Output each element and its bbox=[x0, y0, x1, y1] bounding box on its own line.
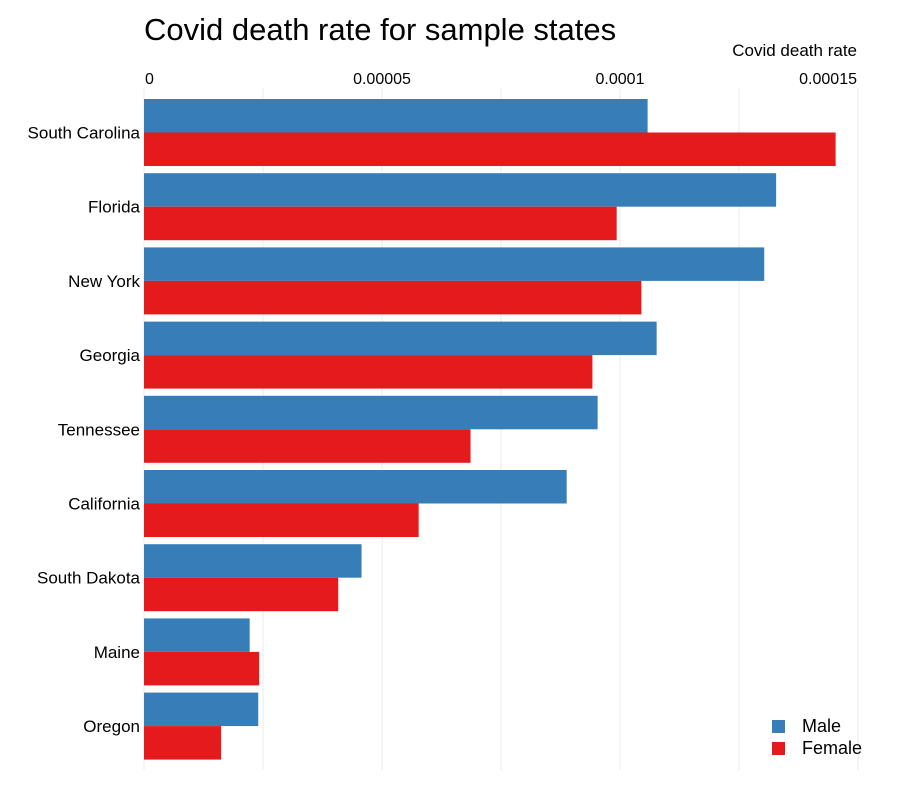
legend-swatch-female bbox=[772, 742, 785, 755]
bar-male bbox=[144, 99, 648, 133]
x-axis-title: Covid death rate bbox=[732, 41, 857, 60]
bar-male bbox=[144, 692, 259, 727]
bar-male bbox=[144, 173, 777, 207]
bars bbox=[144, 99, 836, 760]
x-tick-label: 0.00015 bbox=[799, 71, 857, 88]
bar-male bbox=[144, 470, 567, 504]
category-label: New York bbox=[68, 272, 140, 291]
category-label: Tennessee bbox=[58, 420, 140, 439]
bar-female bbox=[144, 355, 593, 389]
bar-male bbox=[144, 618, 250, 652]
bar-female bbox=[144, 429, 471, 463]
category-label: Maine bbox=[94, 643, 140, 662]
category-label: South Dakota bbox=[37, 569, 141, 588]
bar-female bbox=[144, 651, 260, 686]
category-label: California bbox=[68, 495, 140, 514]
bar-female bbox=[144, 206, 617, 241]
bar-male bbox=[144, 544, 362, 578]
bar-male bbox=[144, 247, 765, 281]
bar-female bbox=[144, 726, 222, 760]
legend-swatch-male bbox=[772, 720, 785, 733]
category-label: Georgia bbox=[80, 346, 141, 365]
x-tick-label: 0.0001 bbox=[596, 71, 645, 88]
bar-female bbox=[144, 503, 419, 537]
bar-female bbox=[144, 280, 642, 315]
category-label: South Carolina bbox=[28, 124, 141, 143]
category-labels: South Carolina Florida New York Georgia Tenn… bbox=[28, 124, 141, 737]
bar-female bbox=[144, 132, 836, 166]
bar-male bbox=[144, 395, 598, 430]
bar-female bbox=[144, 577, 339, 612]
category-label: Oregon bbox=[83, 717, 140, 736]
x-axis-ticks: 0 0.00005 0.0001 0.00015 bbox=[145, 71, 857, 88]
bar-male bbox=[144, 321, 657, 356]
legend-label-male: Male bbox=[802, 716, 841, 736]
legend-label-female: Female bbox=[802, 738, 862, 758]
x-tick-label: 0.00005 bbox=[353, 71, 411, 88]
chart-title: Covid death rate for sample states bbox=[144, 12, 617, 47]
x-tick-label: 0 bbox=[145, 71, 154, 88]
category-label: Florida bbox=[88, 198, 141, 217]
